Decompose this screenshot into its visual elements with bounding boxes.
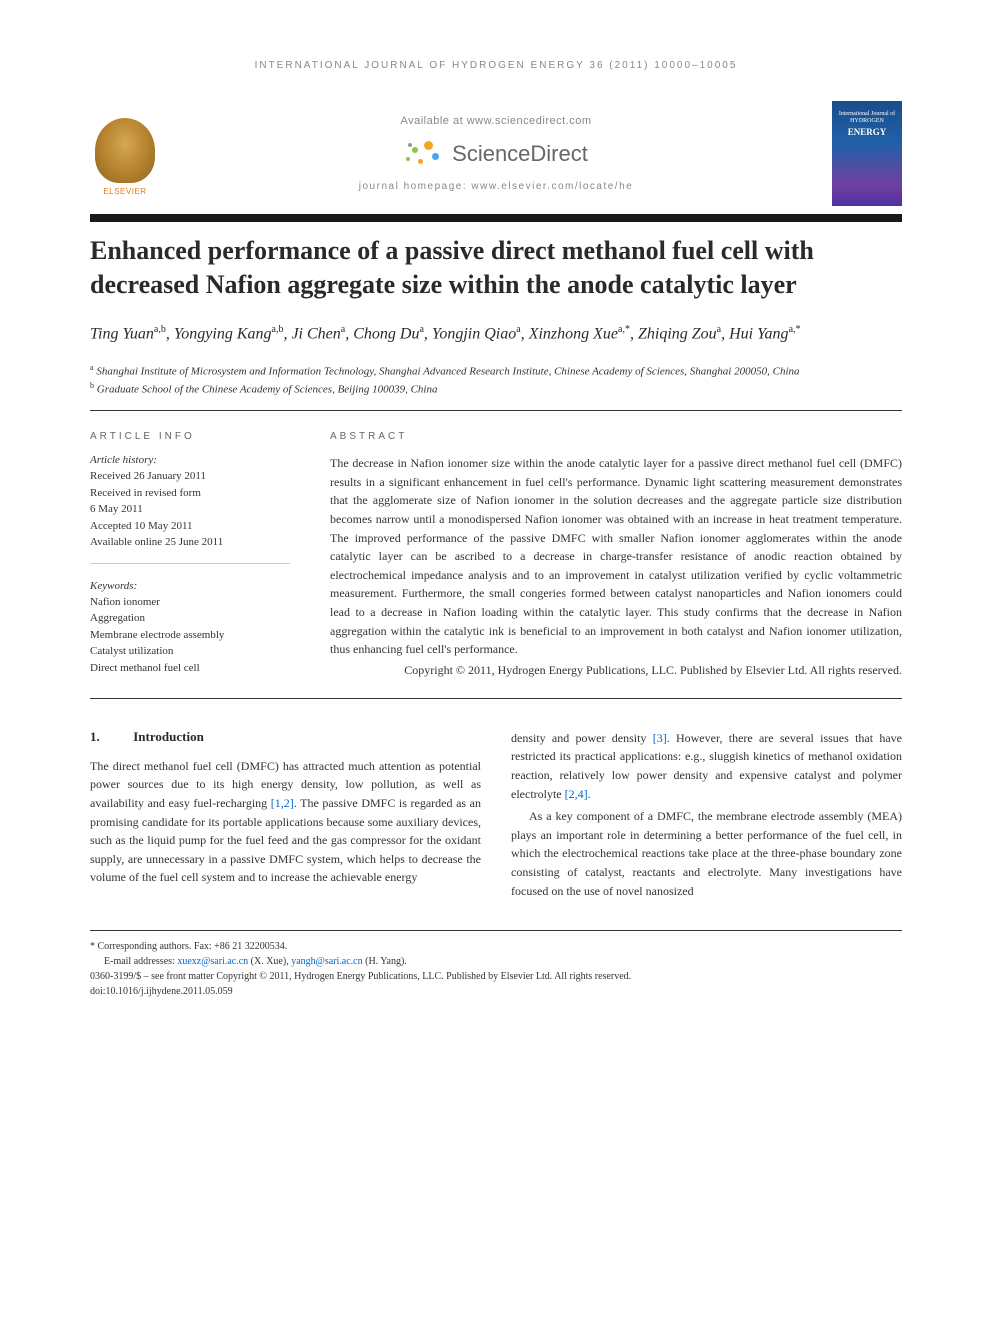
sciencedirect-dots-icon (404, 139, 444, 169)
abstract-copyright: Copyright © 2011, Hydrogen Energy Public… (330, 663, 902, 678)
keywords-text: Nafion ionomerAggregationMembrane electr… (90, 594, 290, 677)
title-bar (90, 214, 902, 222)
doi-line: doi:10.1016/j.ijhydene.2011.05.059 (90, 984, 902, 999)
email-link-1[interactable]: xuexz@sari.ac.cn (177, 956, 248, 967)
abstract-column: ABSTRACT The decrease in Nafion ionomer … (330, 431, 902, 678)
body-columns: 1. Introduction The direct methanol fuel… (90, 729, 902, 900)
cover-line2: HYDROGEN (850, 118, 884, 125)
footer: * Corresponding authors. Fax: +86 21 322… (90, 930, 902, 999)
sciencedirect-text: ScienceDirect (452, 141, 588, 167)
body-para-3: As a key component of a DMFC, the membra… (511, 807, 902, 900)
elsevier-text: ELSEVIER (103, 187, 146, 196)
divider (90, 698, 902, 699)
email-name-1: (X. Xue), (248, 956, 291, 967)
issn-line: 0360-3199/$ – see front matter Copyright… (90, 969, 902, 984)
email-line: E-mail addresses: xuexz@sari.ac.cn (X. X… (90, 954, 902, 969)
cover-line3: ENERGY (848, 127, 887, 137)
section-num: 1. (90, 729, 130, 745)
article-info-column: ARTICLE INFO Article history: Received 2… (90, 431, 290, 678)
cover-line1: International Journal of (839, 111, 895, 118)
journal-homepage: journal homepage: www.elsevier.com/locat… (359, 181, 633, 192)
sciencedirect-logo: ScienceDirect (404, 139, 588, 169)
divider (90, 410, 902, 411)
body-col-right: density and power density [3]. However, … (511, 729, 902, 900)
journal-cover-thumbnail: International Journal of HYDROGEN ENERGY (832, 101, 902, 206)
ref-link[interactable]: [2,4] (565, 787, 588, 801)
affiliations: a Shanghai Institute of Microsystem and … (90, 362, 902, 398)
authors-list: Ting Yuana,b, Yongying Kanga,b, Ji Chena… (90, 322, 902, 346)
abstract-text: The decrease in Nafion ionomer size with… (330, 454, 902, 659)
section-title: Introduction (133, 729, 204, 744)
body-para-2: density and power density [3]. However, … (511, 729, 902, 803)
abstract-heading: ABSTRACT (330, 431, 902, 442)
elsevier-logo: ELSEVIER (90, 101, 160, 196)
body-col-left: 1. Introduction The direct methanol fuel… (90, 729, 481, 900)
email-name-2: (H. Yang). (363, 956, 407, 967)
journal-header: ELSEVIER Available at www.sciencedirect.… (90, 101, 902, 206)
history-text: Received 26 January 2011Received in revi… (90, 468, 290, 551)
section-1-heading: 1. Introduction (90, 729, 481, 745)
keywords-label: Keywords: (90, 580, 290, 592)
article-info-heading: ARTICLE INFO (90, 431, 290, 442)
corresponding-authors: * Corresponding authors. Fax: +86 21 322… (90, 939, 902, 954)
available-at: Available at www.sciencedirect.com (400, 115, 591, 127)
history-label: Article history: (90, 454, 290, 466)
email-link-2[interactable]: yangh@sari.ac.cn (291, 956, 362, 967)
running-header: INTERNATIONAL JOURNAL OF HYDROGEN ENERGY… (90, 60, 902, 71)
body-para-1: The direct methanol fuel cell (DMFC) has… (90, 757, 481, 887)
email-label: E-mail addresses: (104, 956, 177, 967)
article-title: Enhanced performance of a passive direct… (90, 234, 902, 302)
ref-link[interactable]: [1,2] (271, 796, 294, 810)
ref-link[interactable]: [3] (653, 731, 667, 745)
elsevier-tree-icon (95, 118, 155, 183)
